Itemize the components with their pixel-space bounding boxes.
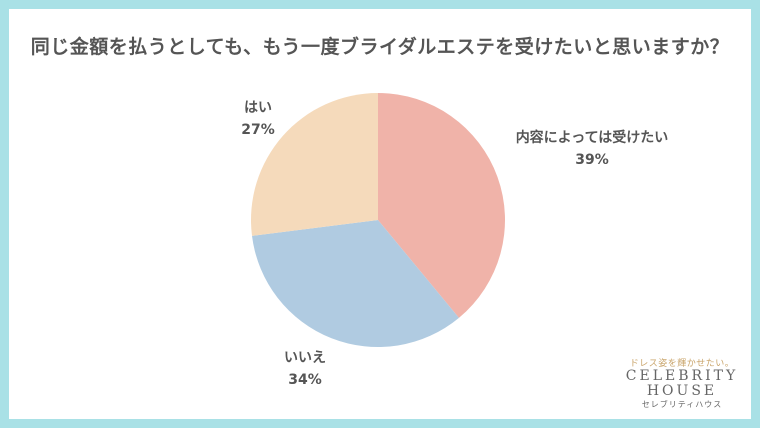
chart-title: 同じ金額を払うとしても、もう一度ブライダルエステを受けたいと思いますか？ [30, 36, 730, 58]
slice-category-label: 内容によっては受けたい [516, 129, 669, 146]
logo-brand-line1: CELEBRITY [625, 368, 739, 384]
brand-logo: ドレス姿を輝かせたい。 CELEBRITY HOUSE セレブリティハウス [612, 356, 752, 410]
slice-category-label: はい [244, 100, 272, 116]
logo-tagline: ドレス姿を輝かせたい。 [629, 359, 735, 369]
pie-slice [250, 93, 378, 236]
slice-value-label: 34% [288, 372, 322, 388]
pie-slice [252, 220, 459, 348]
slice-value-label: 39% [575, 152, 609, 168]
logo-brand-sub: セレブリティハウス [641, 400, 723, 409]
logo-brand-line2: HOUSE [646, 383, 718, 399]
slice-category-label: いいえ [284, 350, 326, 366]
pie-slice [378, 93, 506, 318]
slice-value-label: 27% [241, 122, 275, 138]
